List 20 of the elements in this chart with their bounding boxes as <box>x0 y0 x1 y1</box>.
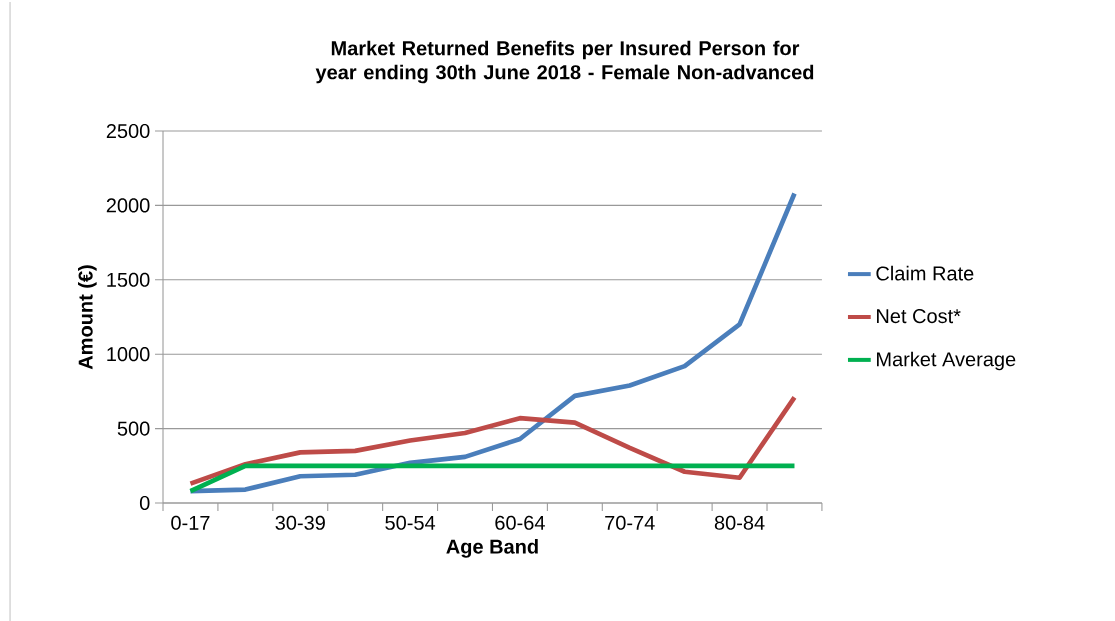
line-series <box>188 191 797 494</box>
x-tick-label: 60-64 <box>495 515 545 530</box>
x-tick-label: 0-17 <box>171 515 210 530</box>
y-tick-label: 2000 <box>106 198 150 213</box>
legend-label: Claim Rate <box>876 265 974 281</box>
x-tick-label: 30-39 <box>275 515 325 530</box>
x-tick-label: 70-74 <box>605 515 655 530</box>
y-tick-label: 2500 <box>106 123 150 139</box>
x-axis-title: Age Band <box>446 539 538 558</box>
y-tick-label: 1000 <box>107 347 150 362</box>
legend-label: Market Average <box>877 351 1016 371</box>
chart-title: Market Returned Benefits per Insured Person for year ending 30th June 2018 - Female Non-advanced <box>315 40 814 84</box>
y-axis-title: Amount (€) <box>78 265 97 370</box>
y-tick-label: 1500 <box>107 272 150 287</box>
x-tick-label: 80-84 <box>714 515 765 530</box>
y-tick-label: 500 <box>117 421 150 436</box>
x-tick-label: 50-54 <box>385 515 436 530</box>
legend-label: Net Cost* <box>877 309 961 324</box>
y-tick-label: 0 <box>139 495 150 511</box>
line-series <box>188 395 797 486</box>
